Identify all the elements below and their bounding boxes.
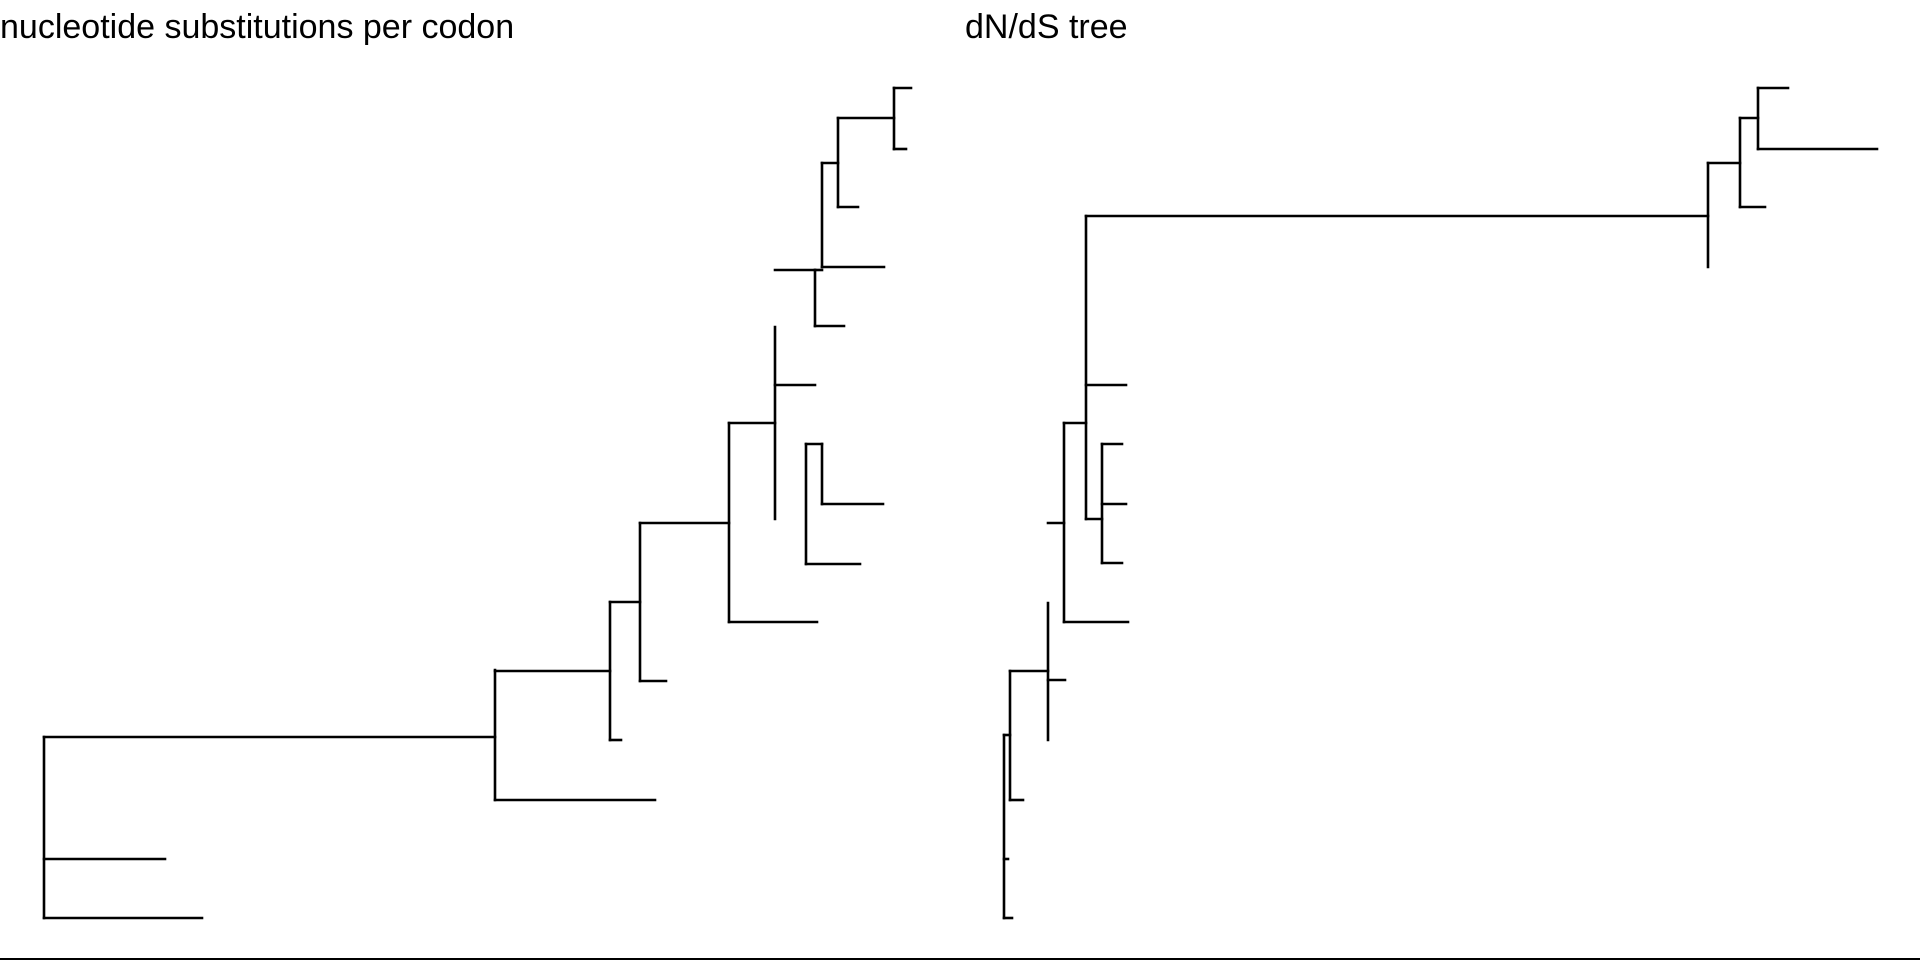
tree-title-dnds: dN/dS tree (965, 8, 1128, 46)
substitution-tree (42, 86, 913, 920)
tree-title-substitutions: nucleotide substitutions per codon (0, 8, 515, 46)
dnds-tree (1002, 86, 1879, 920)
